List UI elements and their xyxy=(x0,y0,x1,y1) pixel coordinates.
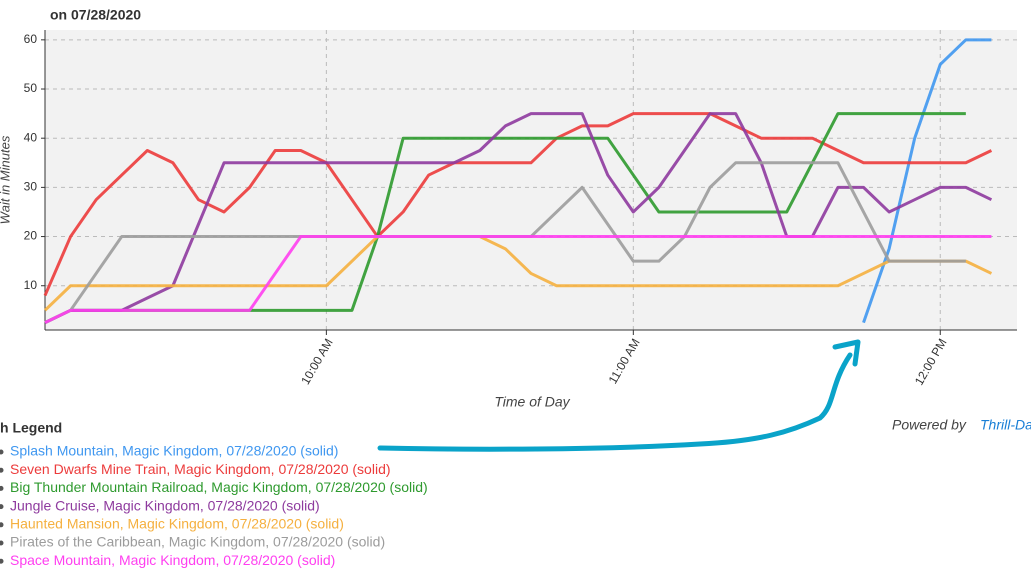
legend-bullet xyxy=(0,449,4,455)
y-tick-label: 10 xyxy=(24,278,38,292)
legend-entry[interactable]: Seven Dwarfs Mine Train, Magic Kingdom, … xyxy=(10,461,391,477)
chart-title: on 07/28/2020 xyxy=(50,7,141,23)
x-tick-label: 10:00 AM xyxy=(298,336,335,387)
y-tick-label: 30 xyxy=(24,180,38,194)
plot-background xyxy=(45,30,1017,330)
credit: Powered by xyxy=(892,417,967,433)
legend-bullet xyxy=(0,467,4,473)
legend-bullet xyxy=(0,485,4,491)
legend-bullet xyxy=(0,558,4,564)
legend-bullet xyxy=(0,504,4,510)
legend-entry[interactable]: Haunted Mansion, Magic Kingdom, 07/28/20… xyxy=(10,516,344,532)
x-axis-title: Time of Day xyxy=(494,394,570,410)
legend-entry[interactable]: Jungle Cruise, Magic Kingdom, 07/28/2020… xyxy=(10,497,320,513)
credit-link[interactable]: Thrill-Da xyxy=(980,417,1031,433)
legend-entry[interactable]: Space Mountain, Magic Kingdom, 07/28/202… xyxy=(10,552,335,568)
x-tick-label: 12:00 PM xyxy=(912,336,950,387)
series-line xyxy=(44,235,992,324)
y-tick-label: 40 xyxy=(24,130,38,144)
y-tick-label: 60 xyxy=(24,32,38,46)
legend-entry[interactable]: Pirates of the Caribbean, Magic Kingdom,… xyxy=(10,534,385,550)
annotation-arrowhead xyxy=(832,339,861,367)
annotation-arrow xyxy=(377,352,853,452)
y-tick-label: 20 xyxy=(24,229,38,243)
legend-title: h Legend xyxy=(0,420,62,436)
series-line xyxy=(44,112,993,324)
legend-bullet xyxy=(0,540,4,546)
series-line xyxy=(43,235,993,312)
legend-bullet xyxy=(0,522,4,528)
y-tick-label: 50 xyxy=(24,81,38,95)
series-line xyxy=(43,112,993,297)
legend-entry[interactable]: Splash Mountain, Magic Kingdom, 07/28/20… xyxy=(10,443,338,459)
legend-entry[interactable]: Big Thunder Mountain Railroad, Magic Kin… xyxy=(10,479,428,495)
y-axis-title: Wait in Minutes xyxy=(0,135,12,224)
series-line xyxy=(862,38,992,324)
x-tick-label: 11:00 AM xyxy=(606,336,643,386)
